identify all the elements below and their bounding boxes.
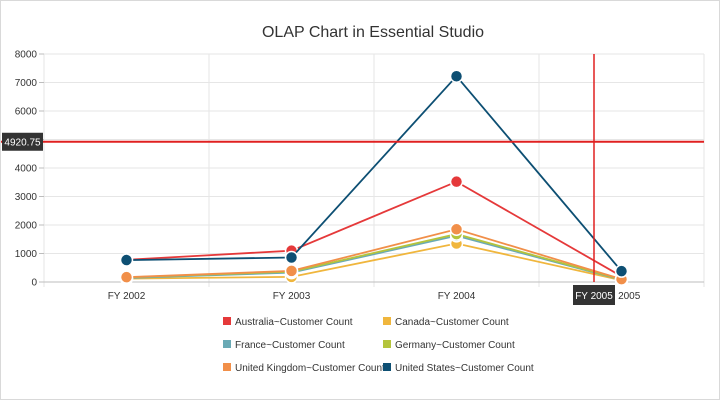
legend-item[interactable]: France~Customer Count — [223, 340, 345, 351]
y-tick-label: 0 — [31, 278, 37, 289]
x-tick-label: FY 2005 — [603, 291, 641, 302]
legend-swatch — [223, 317, 231, 325]
series-group — [119, 69, 629, 288]
data-point[interactable] — [449, 174, 464, 189]
legend-item[interactable]: Germany~Customer Count — [383, 340, 515, 351]
y-tick-label: 1000 — [15, 249, 38, 260]
data-point[interactable] — [119, 270, 134, 284]
legend-label: Germany~Customer Count — [395, 340, 515, 351]
chart-title: OLAP Chart in Essential Studio — [262, 24, 484, 41]
legend-swatch — [223, 363, 231, 371]
legend-label: United Kingdom~Customer Count — [235, 363, 385, 374]
series-4 — [119, 222, 629, 286]
y-tick-label: 2000 — [15, 221, 38, 232]
x-tick-label: FY 2002 — [108, 291, 146, 302]
crosshair-y-tooltip — [2, 132, 43, 151]
series-line — [126, 228, 622, 280]
legend-swatch — [383, 317, 391, 325]
legend-item[interactable]: United Kingdom~Customer Count — [223, 363, 385, 374]
series-5 — [119, 69, 629, 278]
data-point[interactable] — [119, 253, 134, 267]
data-point[interactable] — [284, 264, 299, 278]
legend-label: Canada~Customer Count — [395, 317, 509, 328]
legend-label: United States~Customer Count — [395, 363, 534, 374]
crosshair-x-label: FY 2005 — [575, 291, 613, 302]
y-tick-label: 8000 — [15, 50, 38, 61]
y-tick-label: 4000 — [15, 164, 38, 175]
legend-swatch — [383, 340, 391, 348]
legend-swatch — [383, 363, 391, 371]
legend-swatch — [223, 340, 231, 348]
data-point[interactable] — [449, 69, 464, 83]
y-tick-label: 3000 — [15, 192, 38, 203]
crosshair: 4920.75 FY 2005 — [1, 54, 704, 305]
y-tick-label: 7000 — [15, 78, 38, 89]
crosshair-x-tooltip — [573, 285, 615, 305]
legend-item[interactable]: Canada~Customer Count — [383, 317, 509, 328]
series-line — [126, 180, 622, 278]
legend-label: France~Customer Count — [235, 340, 345, 351]
data-point[interactable] — [449, 222, 464, 237]
y-tick-label: 6000 — [15, 107, 38, 118]
x-tick-label: FY 2004 — [438, 291, 476, 302]
x-tick-label: FY 2003 — [273, 291, 311, 302]
legend: Australia~Customer Count Canada~Customer … — [223, 317, 534, 374]
legend-item[interactable]: United States~Customer Count — [383, 363, 534, 374]
data-point[interactable] — [284, 250, 299, 265]
series-line — [126, 74, 623, 272]
series-line — [126, 242, 622, 282]
legend-item[interactable]: Australia~Customer Count — [223, 317, 353, 328]
legend-label: Australia~Customer Count — [235, 317, 353, 328]
data-point[interactable] — [614, 264, 629, 278]
crosshair-y-value: 4920.75 — [4, 137, 41, 148]
